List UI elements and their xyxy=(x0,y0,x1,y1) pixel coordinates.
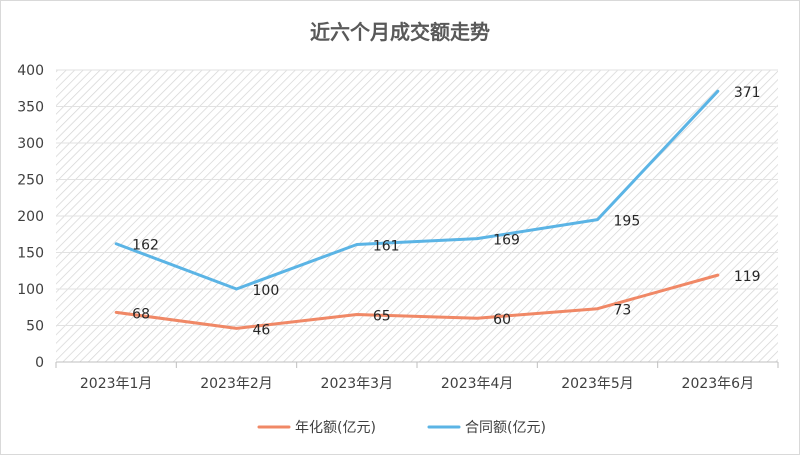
data-label: 169 xyxy=(493,233,520,249)
data-label: 162 xyxy=(132,238,159,254)
y-tick-label: 200 xyxy=(17,209,44,225)
data-label: 100 xyxy=(253,283,280,299)
chart-title: 近六个月成交额走势 xyxy=(310,20,490,44)
x-tick-label: 2023年1月 xyxy=(80,376,153,392)
legend-label: 年化额(亿元) xyxy=(295,420,376,436)
data-label: 60 xyxy=(493,312,511,328)
y-tick-label: 250 xyxy=(17,173,44,189)
series-line-0 xyxy=(114,273,720,330)
x-tick-label: 2023年3月 xyxy=(321,376,394,392)
y-tick-label: 100 xyxy=(17,282,44,298)
x-tick-label: 2023年5月 xyxy=(561,376,634,392)
y-tick-label: 300 xyxy=(17,136,44,152)
data-label: 161 xyxy=(373,238,400,254)
data-label: 195 xyxy=(614,214,641,230)
legend-label: 合同额(亿元) xyxy=(465,420,546,436)
x-tick-label: 2023年6月 xyxy=(682,376,755,392)
y-tick-label: 350 xyxy=(17,100,44,116)
data-label: 46 xyxy=(253,322,271,338)
y-tick-label: 0 xyxy=(35,355,44,371)
data-label: 73 xyxy=(614,303,632,319)
series-line-1 xyxy=(114,89,720,291)
y-tick-label: 400 xyxy=(17,63,44,79)
y-tick-label: 150 xyxy=(17,246,44,262)
data-label: 65 xyxy=(373,309,391,325)
data-label: 68 xyxy=(132,306,150,322)
data-label: 371 xyxy=(734,85,761,101)
x-tick-label: 2023年2月 xyxy=(200,376,273,392)
x-tick-label: 2023年4月 xyxy=(441,376,514,392)
y-tick-label: 50 xyxy=(26,319,44,335)
data-label: 119 xyxy=(734,269,761,285)
